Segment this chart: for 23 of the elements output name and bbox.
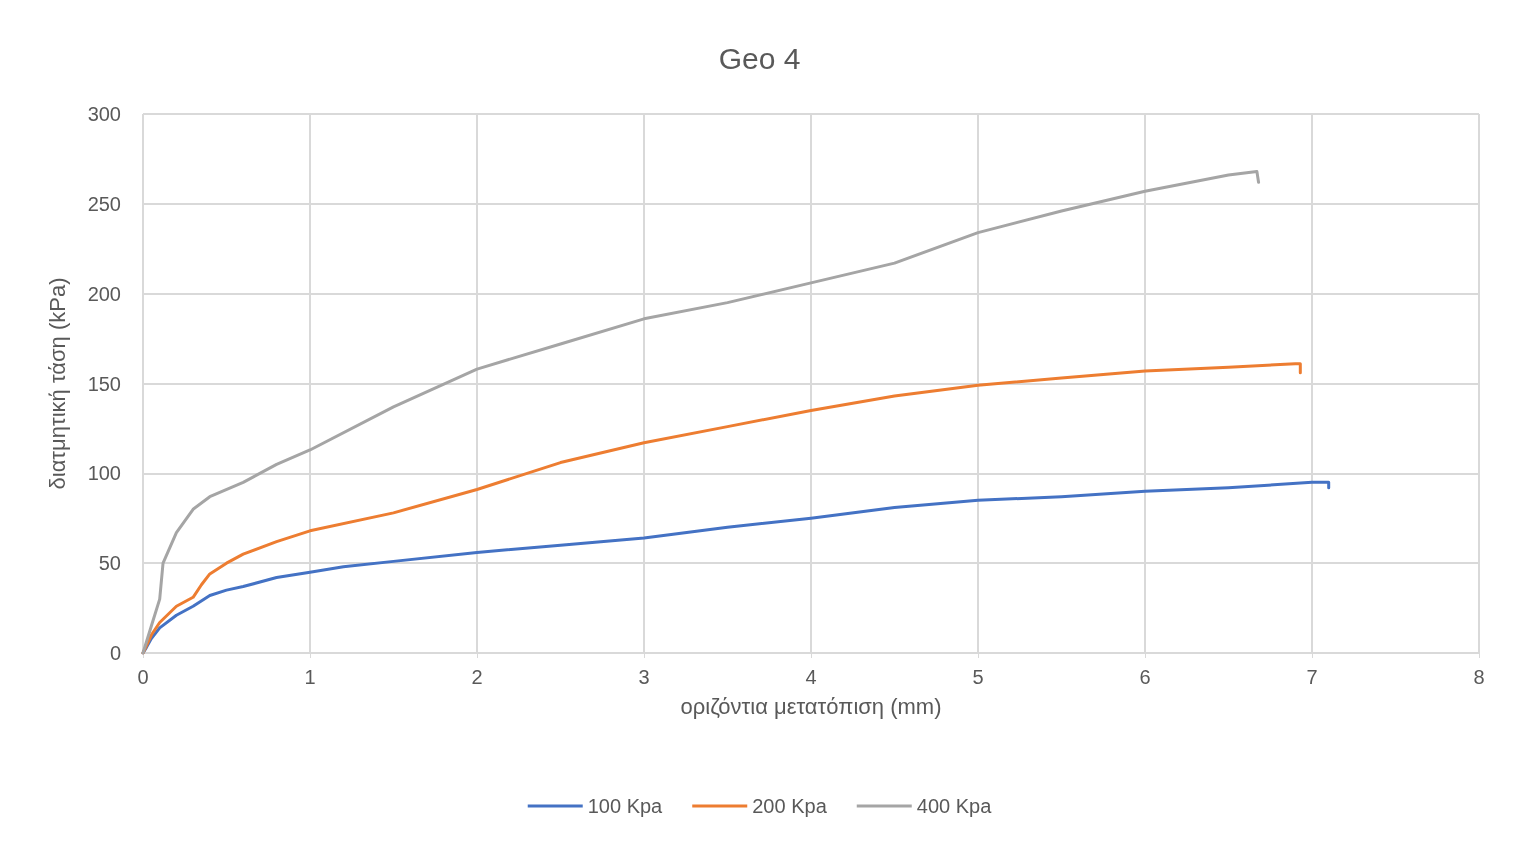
legend-label: 400 Kpa xyxy=(916,795,993,817)
x-tick-label: 6 xyxy=(1139,666,1151,688)
x-tick-label: 0 xyxy=(137,666,149,688)
y-tick-label: 150 xyxy=(87,372,121,395)
x-tick-label: 1 xyxy=(304,666,316,688)
y-tick-label: 100 xyxy=(87,462,121,485)
x-tick-label: 3 xyxy=(638,666,650,688)
x-tick-label: 5 xyxy=(972,666,984,688)
chart-title: Geo 4 xyxy=(718,41,801,75)
line-series xyxy=(141,169,1261,655)
y-tick-label: 200 xyxy=(87,282,121,305)
x-tick-label: 7 xyxy=(1306,666,1318,688)
y-axis-title: διατμητική τάση (kPa) xyxy=(44,277,70,490)
y-tick-label: 50 xyxy=(98,552,121,575)
x-tick-label: 4 xyxy=(805,666,817,688)
x-tick-label: 8 xyxy=(1473,666,1485,688)
y-tick-label: 300 xyxy=(87,103,121,125)
y-tick-label: 0 xyxy=(109,642,121,664)
x-tick-label: 2 xyxy=(471,666,483,688)
legend-label: 100 Kpa xyxy=(587,795,664,817)
x-axis-title: οριζόντια μετατόπιση (mm) xyxy=(680,693,942,719)
legend-label: 200 Kpa xyxy=(752,795,828,817)
y-tick-label: 250 xyxy=(87,192,121,215)
